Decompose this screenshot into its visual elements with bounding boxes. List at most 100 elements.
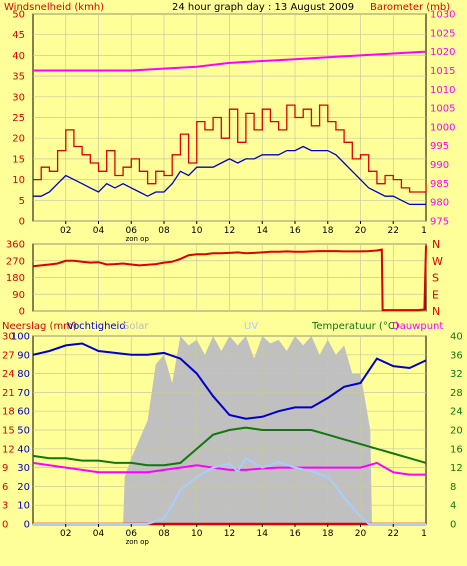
rain-y-tick-label: 24	[2, 369, 15, 380]
barometer-axis-label: Barometer (mb)	[370, 2, 450, 13]
uv-axis-label: UV	[244, 321, 258, 332]
compass-label: W	[432, 255, 443, 268]
dewpoint-line	[32, 461, 426, 476]
wind-barometer-panel: 0510152025303540455097598098599099510001…	[12, 10, 455, 244]
humidity-y-tick-label: 60	[17, 407, 30, 418]
x-tick-label: 08	[158, 226, 170, 236]
compass-label: N	[432, 238, 440, 251]
x-tick-label: 04	[93, 226, 105, 236]
wind-y-tick-label: 5	[19, 196, 25, 207]
x-tick-label-end: 1	[421, 529, 427, 539]
x-tick-label: 16	[289, 226, 301, 236]
direction-y-tick-label: 180	[6, 273, 25, 284]
dewpoint-axis-label: Dauwpunt	[392, 321, 443, 332]
solar-axis-label: Solar	[123, 321, 149, 332]
humidity-y-tick-label: 70	[17, 388, 30, 399]
barometer-y-tick-label: 1030	[430, 10, 455, 21]
wind-direction-line	[32, 245, 427, 312]
humidity-temperature-panel: 0369121518212427300102030405060708090100…	[2, 332, 463, 547]
temperature-y-tick-label: 40	[450, 332, 463, 343]
chart-title: 24 hour graph day : 13 August 2009	[172, 2, 354, 13]
humidity-line	[32, 342, 427, 420]
barometer-y-tick-label: 1025	[430, 28, 455, 39]
temperature-y-tick-label: 16	[450, 444, 463, 455]
rain-y-tick-label: 18	[2, 407, 15, 418]
humidity-y-tick-label: 30	[17, 463, 30, 474]
rain-y-tick-label: 30	[2, 332, 15, 343]
temperature-y-tick-label: 0	[450, 520, 456, 531]
temperature-y-tick-label: 28	[450, 388, 463, 399]
barometer-y-tick-label: 985	[430, 179, 449, 190]
uv-line	[33, 456, 426, 525]
direction-y-tick-label: 360	[6, 240, 25, 251]
temperature-y-tick-label: 20	[450, 426, 463, 437]
barometer-y-tick-label: 1000	[430, 122, 455, 133]
wind-y-tick-label: 50	[12, 10, 25, 21]
x-tick-label: 04	[93, 529, 105, 539]
temperature-y-tick-label: 4	[450, 501, 456, 512]
x-tick-label: 08	[158, 529, 170, 539]
wind-y-tick-label: 20	[12, 134, 25, 145]
wind-y-tick-label: 40	[12, 51, 25, 62]
humidity-y-tick-label: 0	[24, 520, 30, 531]
barometer-y-tick-label: 995	[430, 141, 449, 152]
wind-gust-line	[33, 104, 427, 193]
rain-y-tick-label: 21	[2, 388, 15, 399]
wind-y-tick-label: 25	[12, 113, 25, 124]
barometer-y-tick-label: 1010	[430, 85, 455, 96]
x-tick-label: 02	[60, 226, 71, 236]
barometer-y-tick-label: 975	[430, 217, 449, 228]
x-tick-label: 18	[322, 529, 334, 539]
compass-label: S	[432, 272, 439, 285]
x-tick-label: 18	[322, 226, 334, 236]
wind-y-tick-label: 45	[12, 30, 25, 41]
x-tick-label: 20	[355, 529, 367, 539]
x-tick-label: 10	[191, 226, 203, 236]
wind-y-tick-label: 30	[12, 92, 25, 103]
x-tick-label: 16	[289, 529, 301, 539]
x-tick-label: 14	[257, 529, 269, 539]
sunrise-label: zon op	[126, 538, 150, 546]
barometer-y-tick-label: 990	[430, 160, 449, 171]
direction-y-tick-label: 90	[12, 290, 25, 301]
humidity-y-tick-label: 90	[17, 350, 30, 361]
temperature-y-tick-label: 32	[450, 369, 463, 380]
sunrise-label: zon op	[126, 235, 150, 243]
rain-y-tick-label: 3	[2, 501, 8, 512]
x-tick-label: 12	[224, 529, 235, 539]
wind-y-tick-label: 10	[12, 175, 25, 186]
rain-y-tick-label: 12	[2, 444, 15, 455]
barometer-line	[33, 50, 427, 72]
humidity-y-tick-label: 50	[17, 426, 30, 437]
x-tick-label: 22	[388, 226, 399, 236]
rain-y-tick-label: 27	[2, 350, 15, 361]
temperature-y-tick-label: 24	[450, 407, 463, 418]
wind-y-tick-label: 15	[12, 154, 25, 165]
humidity-y-tick-label: 100	[11, 332, 30, 343]
wind-axis-label: Windsnelheid (kmh)	[4, 2, 104, 13]
x-tick-label: 06	[126, 529, 138, 539]
wind-average-line	[33, 145, 426, 206]
temperature-y-tick-label: 36	[450, 350, 463, 361]
x-tick-label: 02	[60, 529, 71, 539]
compass-label: N	[432, 305, 440, 318]
x-tick-label: 10	[191, 529, 203, 539]
x-tick-label: 14	[257, 226, 269, 236]
rain-y-tick-label: 15	[2, 426, 15, 437]
barometer-y-tick-label: 1020	[430, 47, 455, 58]
rain-y-tick-label: 9	[2, 463, 8, 474]
temperature-axis-label: Temperatuur (°C)	[311, 321, 399, 332]
rain-axis-label: Neerslag (mm)	[2, 321, 77, 332]
humidity-y-tick-label: 10	[17, 501, 30, 512]
barometer-y-tick-label: 1015	[430, 66, 455, 77]
humidity-y-tick-label: 80	[17, 369, 30, 380]
wind-y-tick-label: 35	[12, 72, 25, 83]
rain-y-tick-label: 6	[2, 482, 8, 493]
wind-y-tick-label: 0	[19, 217, 25, 228]
temperature-y-tick-label: 12	[450, 463, 463, 474]
humidity-axis-label: Vochtigheid	[67, 321, 126, 332]
rain-y-tick-label: 0	[2, 520, 8, 531]
humidity-y-tick-label: 40	[17, 444, 30, 455]
humidity-y-tick-label: 20	[17, 482, 30, 493]
